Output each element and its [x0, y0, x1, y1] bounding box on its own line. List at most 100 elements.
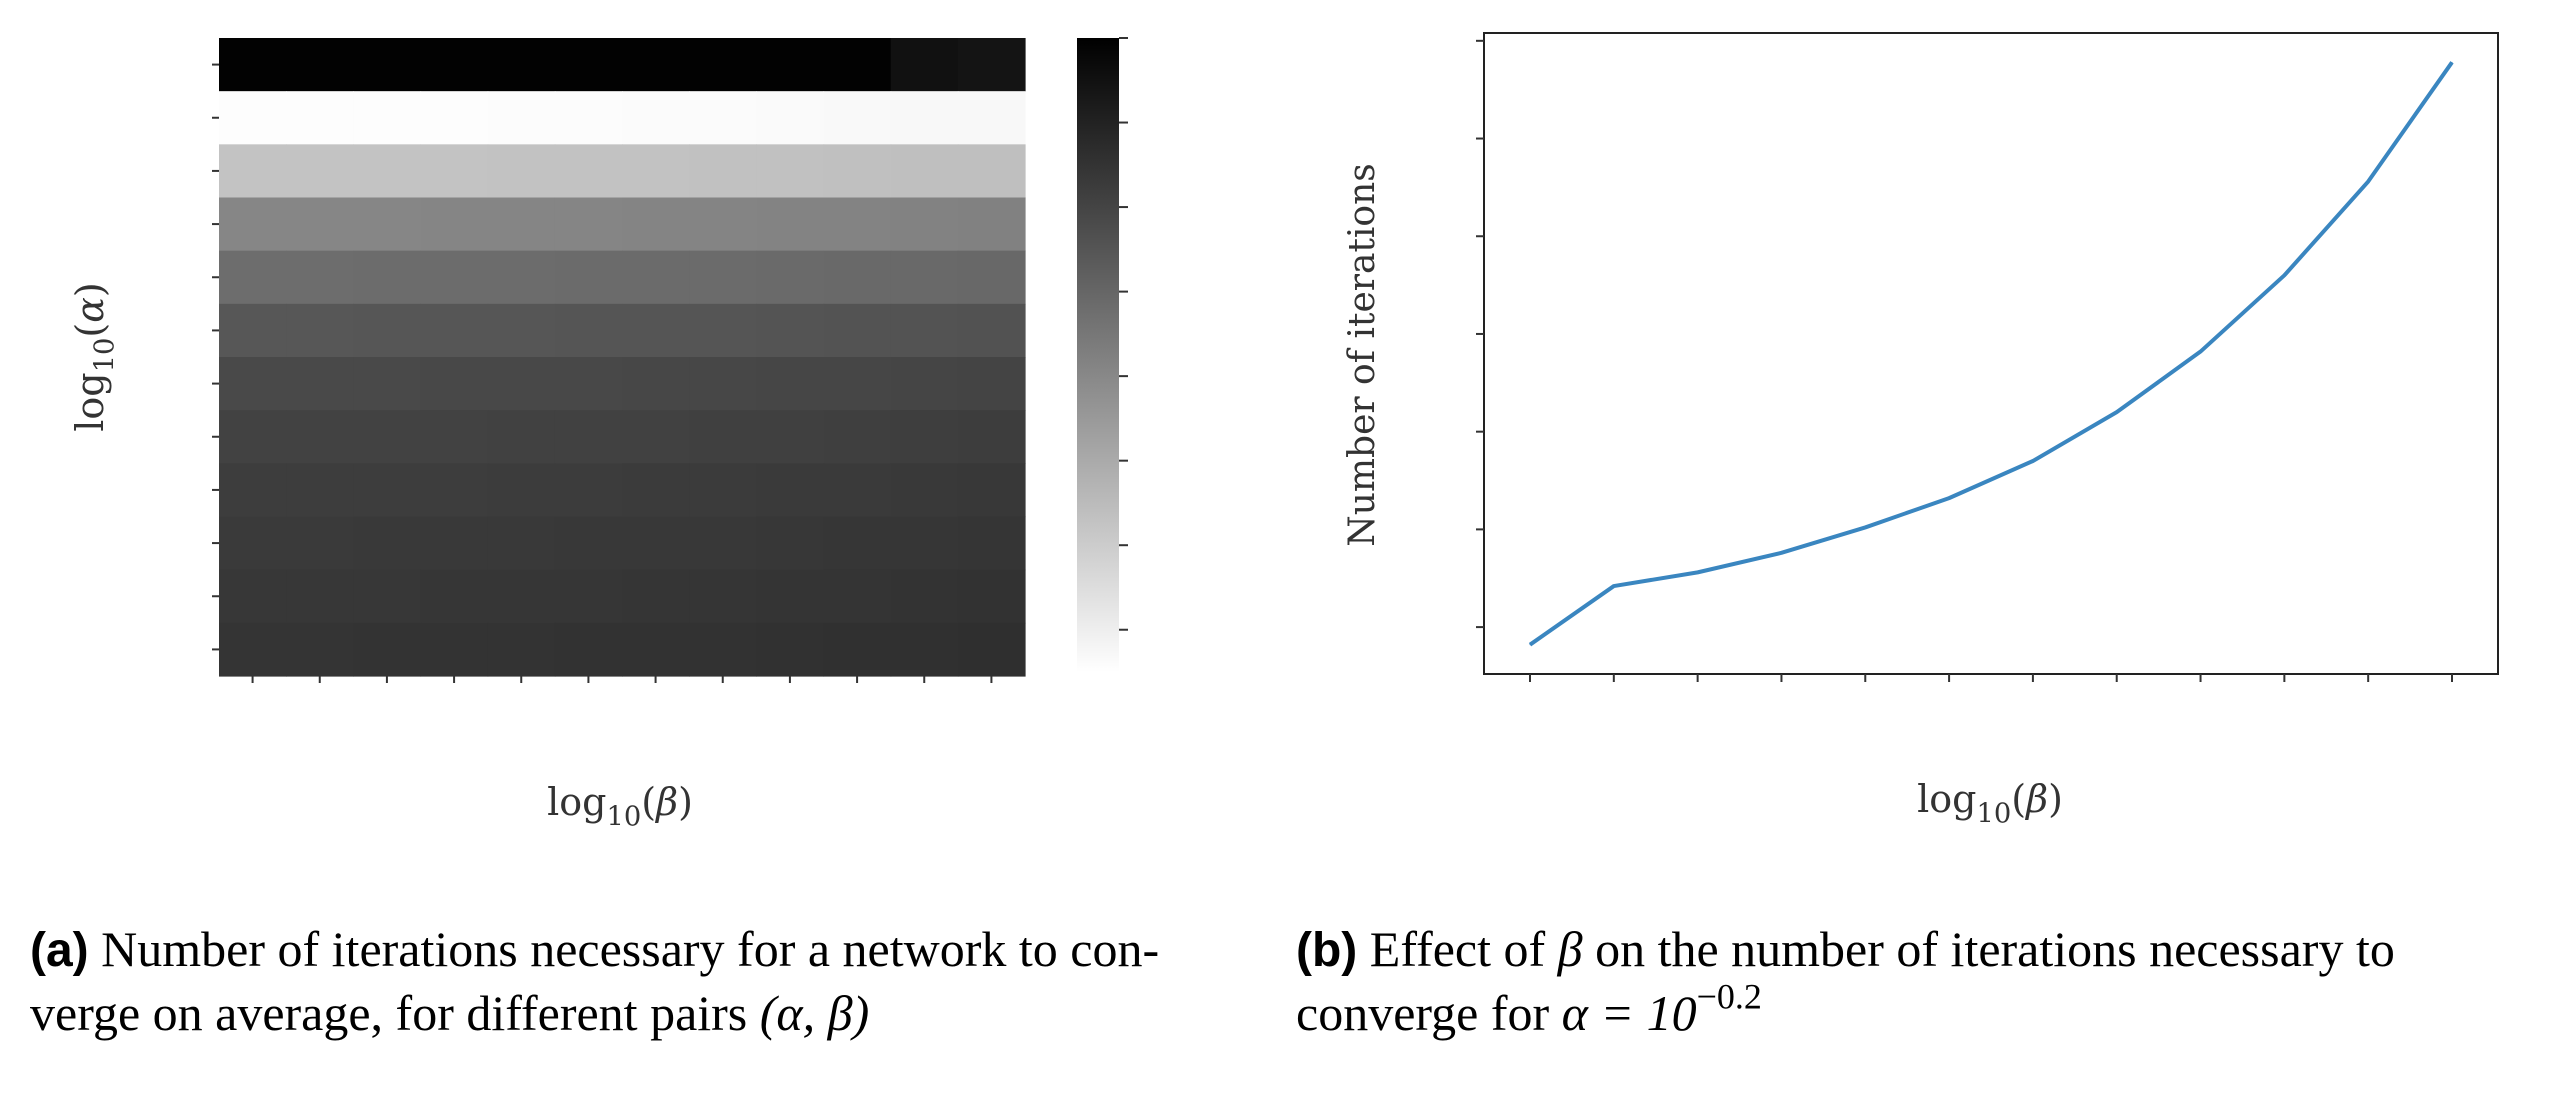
- heatmap-cell: [353, 357, 422, 411]
- heatmap-x-axis-label: log10(β): [547, 780, 693, 833]
- heatmap-cell: [219, 197, 287, 252]
- heatmap-cell: [957, 197, 1026, 252]
- heatmap-cell: [756, 410, 825, 464]
- heatmap-panel: log10(β) log10(α): [68, 38, 1026, 833]
- heatmap-cell: [420, 303, 489, 358]
- line-data-point: [1529, 644, 1531, 646]
- line-x-axis-label: log10(β): [1917, 777, 2063, 830]
- heatmap-cell: [487, 303, 556, 358]
- heatmap-cell: [957, 144, 1026, 199]
- heatmap-cell: [756, 144, 825, 199]
- heatmap-cell: [420, 569, 489, 624]
- heatmap-cell: [756, 516, 825, 571]
- heatmap-cell: [890, 516, 959, 571]
- line-y-axis-label: Number of iterations: [1342, 163, 1383, 547]
- heatmap-cell: [689, 357, 757, 411]
- line-data-point: [1948, 497, 1950, 499]
- heatmap-cell: [823, 463, 892, 518]
- heatmap-cell: [890, 144, 959, 199]
- heatmap-cell: [823, 144, 892, 199]
- heatmap-cell: [689, 516, 757, 571]
- caption-b-line1-pre: Effect of: [1369, 921, 1558, 977]
- heatmap-cell: [622, 516, 690, 571]
- heatmap-cell: [890, 622, 959, 677]
- line-data-point: [1697, 571, 1699, 573]
- heatmap-cell: [353, 250, 422, 305]
- heatmap-cell: [823, 91, 892, 145]
- heatmap-cell: [622, 357, 690, 411]
- heatmap-cell: [689, 250, 757, 305]
- heatmap-cell: [554, 622, 623, 677]
- heatmap-cell: [487, 622, 556, 677]
- heatmap-cell: [957, 463, 1026, 518]
- heatmap-cell: [219, 144, 287, 199]
- heatmap-cell: [353, 38, 422, 92]
- heatmap-cell: [219, 622, 287, 677]
- line-data-point: [2200, 351, 2202, 353]
- heatmap-cell: [554, 250, 623, 305]
- heatmap-cell: [353, 463, 422, 518]
- heatmap-cell: [622, 91, 690, 145]
- heatmap-cell: [622, 569, 690, 624]
- heatmap-cell: [487, 197, 556, 252]
- colorbar-gradient: [1077, 38, 1119, 672]
- heatmap-cell: [890, 569, 959, 624]
- heatmap-cell: [353, 410, 422, 464]
- heatmap-cell: [554, 410, 623, 464]
- heatmap-cell: [823, 250, 892, 305]
- line-data-point: [2451, 61, 2453, 63]
- heatmap-y-axis-label: log10(α): [68, 282, 121, 432]
- heatmap-cell: [420, 250, 489, 305]
- heatmap-cell: [487, 569, 556, 624]
- heatmap-cell: [823, 622, 892, 677]
- heatmap-cell: [890, 463, 959, 518]
- heatmap-cell: [622, 197, 690, 252]
- heatmap-cell: [353, 622, 422, 677]
- heatmap-cell: [286, 410, 354, 464]
- heatmap-cell: [823, 569, 892, 624]
- heatmap-cell: [957, 622, 1026, 677]
- heatmap-cell: [823, 357, 892, 411]
- heatmap-cell: [554, 357, 623, 411]
- line-data-point: [1864, 526, 1866, 528]
- heatmap-cell: [689, 569, 757, 624]
- heatmap-cell: [286, 516, 354, 571]
- heatmap-cell: [487, 463, 556, 518]
- line-chart-panel: log10(β) Number of iterations: [1342, 32, 2499, 830]
- heatmap-cell: [957, 357, 1026, 411]
- heatmap-cell: [957, 569, 1026, 624]
- heatmap-cell: [219, 303, 287, 358]
- heatmap-cell: [890, 197, 959, 252]
- line-data-point: [2116, 411, 2118, 413]
- heatmap-cell: [890, 303, 959, 358]
- heatmap-cell: [622, 38, 690, 92]
- heatmap-cell: [286, 91, 354, 145]
- heatmap-cell: [756, 463, 825, 518]
- heatmap-cell: [689, 38, 757, 92]
- heatmap-cell: [286, 250, 354, 305]
- heatmap-cell: [219, 569, 287, 624]
- heatmap-cell: [286, 622, 354, 677]
- heatmap-cell: [353, 91, 422, 145]
- heatmap-cell: [756, 622, 825, 677]
- heatmap-cell: [957, 516, 1026, 571]
- heatmap-cell: [823, 410, 892, 464]
- heatmap-cell: [286, 197, 354, 252]
- heatmap-cell: [890, 410, 959, 464]
- line-data-point: [2032, 460, 2034, 462]
- heatmap-cell: [756, 357, 825, 411]
- heatmap-cell: [487, 357, 556, 411]
- heatmap-cell: [957, 38, 1026, 92]
- heatmap-cell: [420, 516, 489, 571]
- heatmap-cell: [622, 250, 690, 305]
- heatmap-cell: [487, 38, 556, 92]
- line-data-point: [1613, 585, 1615, 587]
- heatmap-cell: [554, 144, 623, 199]
- heatmap-cell: [823, 38, 892, 92]
- heatmap-cell: [756, 38, 825, 92]
- caption-b-line2-pre: converge for: [1296, 985, 1562, 1041]
- caption-a-line1: Number of iterations necessary for a net…: [101, 921, 1160, 977]
- heatmap-cell: [689, 91, 757, 145]
- heatmap-cell: [823, 303, 892, 358]
